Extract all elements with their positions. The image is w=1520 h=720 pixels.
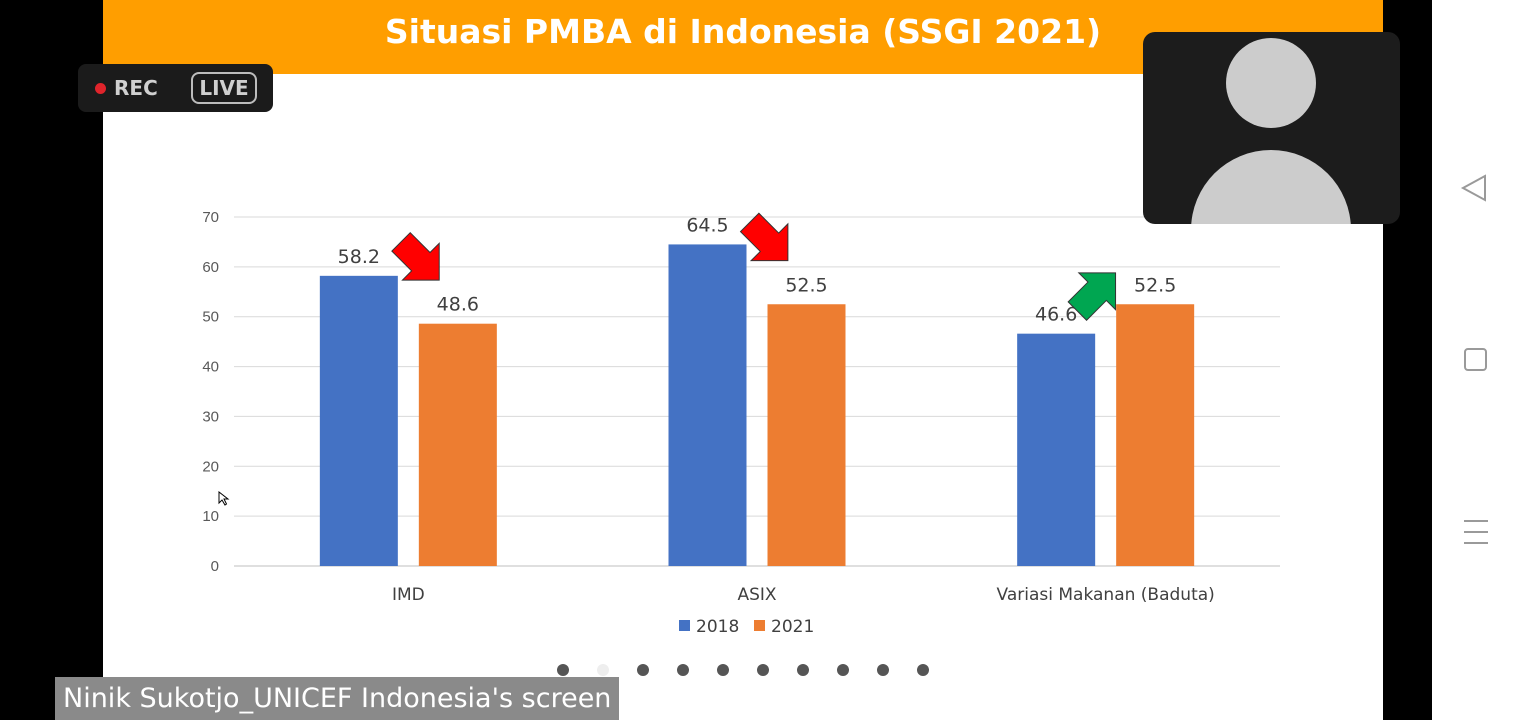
legend: 2018 2021 [679, 617, 814, 637]
home-button[interactable] [1432, 330, 1520, 390]
data-label: 52.5 [785, 274, 827, 296]
pager-dot[interactable] [837, 664, 849, 676]
avatar-body [1191, 150, 1351, 224]
category-label: Variasi Makanan (Baduta) [997, 585, 1215, 605]
bar-2021 [1116, 304, 1195, 566]
participant-video-tile[interactable] [1143, 32, 1400, 224]
data-label: 46.6 [1035, 304, 1077, 326]
screen-share-label: Ninik Sukotjo_UNICEF Indonesia's screen [55, 677, 620, 720]
trend-down-arrow-icon [739, 212, 789, 262]
legend-swatch-2018 [679, 620, 690, 631]
pager-dot[interactable] [877, 664, 889, 676]
pager-dot[interactable] [717, 664, 729, 676]
mouse-cursor-icon [218, 491, 230, 506]
arrow-shape [1067, 272, 1117, 321]
slide-title: Situasi PMBA di Indonesia (SSGI 2021) [384, 12, 1102, 51]
bar-chart: 0 10 20 30 40 50 60 70 58.2 48.6 IMD 64.5 52.5 ASIX 46… [202, 209, 1280, 637]
category-label: IMD [392, 585, 425, 605]
y-tick-label: 40 [202, 359, 219, 376]
pager-dot[interactable] [917, 664, 929, 676]
pager-dot[interactable] [797, 664, 809, 676]
arrow-shape [391, 231, 440, 281]
legend-swatch-2021 [754, 620, 765, 631]
pager-dot[interactable] [637, 664, 649, 676]
bar-2021 [418, 323, 497, 566]
bar-2021 [767, 304, 846, 566]
y-tick-label: 20 [202, 458, 219, 475]
bar-2018 [319, 275, 398, 566]
category-label: ASIX [737, 585, 776, 605]
data-label: 58.2 [338, 246, 380, 268]
record-dot-icon [95, 83, 106, 94]
pager-dot[interactable] [557, 664, 569, 676]
back-icon [1460, 174, 1486, 202]
home-icon [1464, 348, 1487, 371]
y-tick-label: 0 [211, 558, 219, 575]
avatar-head [1226, 38, 1316, 128]
data-label: 52.5 [1134, 274, 1176, 296]
y-tick-label: 60 [202, 259, 219, 276]
y-tick-label: 50 [202, 309, 219, 326]
data-label: 48.6 [437, 294, 479, 316]
y-tick-label: 30 [202, 408, 219, 425]
bar-2018 [668, 244, 747, 566]
y-tick-label: 10 [202, 508, 219, 525]
arrow-shape [739, 212, 789, 262]
legend-label-2021: 2021 [771, 617, 814, 637]
trend-up-arrow-icon [1067, 272, 1117, 321]
back-button[interactable] [1432, 158, 1520, 218]
pager-dot[interactable] [597, 664, 609, 676]
recording-badge: REC LIVE [78, 64, 273, 112]
system-nav-bar [1432, 0, 1520, 720]
bar-2018 [1017, 333, 1096, 566]
data-label: 64.5 [686, 214, 728, 236]
trend-down-arrow-icon [391, 231, 440, 281]
live-badge: LIVE [191, 72, 257, 104]
slide-pager [551, 660, 951, 680]
rec-label: REC [114, 76, 158, 100]
y-tick-label: 70 [202, 209, 219, 226]
pager-dot[interactable] [757, 664, 769, 676]
recents-button[interactable] [1432, 502, 1520, 562]
legend-label-2018: 2018 [696, 617, 739, 637]
pager-dot[interactable] [677, 664, 689, 676]
recents-icon [1464, 520, 1488, 544]
